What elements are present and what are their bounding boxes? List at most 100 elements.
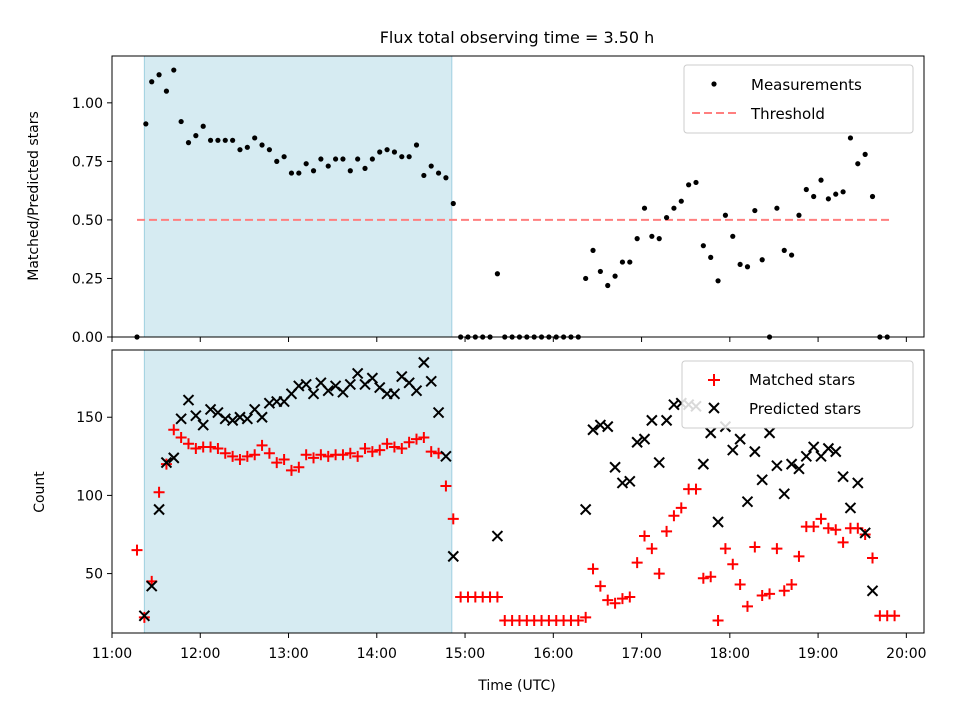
x-tick-label: 11:00 (92, 646, 132, 662)
measurement-point (862, 151, 868, 157)
y-tick-label: 0.25 (72, 271, 103, 287)
measurement-point (391, 149, 398, 155)
predicted-star-point (756, 474, 768, 486)
predicted-star-point (344, 378, 357, 391)
matched-star-point (661, 525, 673, 537)
matched-star-point (624, 591, 636, 603)
matched-star-point (175, 432, 187, 444)
x-tick-label: 15:00 (445, 646, 485, 662)
legend-measurements-label: Measurements (751, 76, 862, 94)
matched-star-point (705, 571, 717, 583)
predicted-star-point (800, 450, 813, 463)
matched-star-point (256, 439, 268, 451)
predicted-star-point (602, 420, 614, 433)
matched-star-point (867, 552, 879, 564)
measurement-point (840, 189, 846, 195)
predicted-star-point (388, 388, 401, 400)
bottom-shaded-span (143, 349, 453, 634)
measurement-point (855, 161, 861, 167)
predicted-star-point (741, 495, 754, 508)
matched-star-point (138, 611, 150, 623)
x-tick-label: 13:00 (268, 646, 308, 662)
predicted-star-point (609, 461, 621, 473)
measurement-point (406, 154, 412, 160)
measurement-point (310, 168, 317, 174)
measurement-point (450, 200, 456, 207)
matched-star-point (830, 524, 842, 536)
predicted-star-point (749, 445, 761, 458)
predicted-star-point (322, 384, 334, 397)
matched-star-point (734, 579, 746, 591)
predicted-star-point (822, 442, 835, 455)
top-y-axis-label: Matched/Predicted stars (26, 111, 42, 281)
matched-star-point (337, 449, 349, 461)
predicted-star-point (204, 403, 217, 416)
predicted-star-point (491, 530, 504, 542)
measurement-point (318, 156, 324, 162)
measurement-point (737, 261, 743, 268)
matched-star-point (889, 610, 901, 622)
measurement-point (722, 212, 729, 218)
measurement-point (325, 163, 331, 169)
measurement-point (443, 175, 449, 181)
predicted-star-point (646, 414, 658, 427)
measurement-point (811, 193, 817, 200)
measurement-point (789, 252, 795, 258)
measurement-point (649, 233, 655, 239)
y-tick-label: 0.00 (72, 330, 103, 346)
measurement-point (708, 254, 714, 260)
matched-star-point (837, 536, 849, 548)
measurement-point (700, 243, 706, 249)
matched-star-point (572, 614, 584, 626)
bottom-axes-frame (111, 349, 925, 634)
matched-star-point (602, 594, 614, 606)
measurement-point (200, 123, 206, 129)
measurement-point (678, 198, 684, 204)
predicted-star-point (447, 550, 459, 563)
matched-star-point (227, 450, 239, 462)
matched-star-point (616, 593, 628, 605)
matched-star-point (653, 568, 665, 580)
predicted-star-point (734, 433, 746, 445)
matched-star-point (727, 558, 739, 570)
measurement-point (185, 140, 192, 146)
y-tick-label: 0.75 (72, 154, 103, 170)
matched-star-point (241, 450, 253, 462)
measurement-point (605, 282, 611, 289)
measurement-point (627, 259, 633, 265)
matched-star-point (749, 541, 761, 553)
predicted-star-point (432, 406, 445, 419)
measurement-point (634, 236, 640, 242)
x-tick-label: 16:00 (533, 646, 573, 662)
measurement-point (288, 170, 295, 176)
matched-star-point (594, 580, 606, 592)
top-shaded-span (143, 55, 453, 338)
predicted-star-point (727, 444, 739, 456)
predicted-star-point (638, 433, 651, 445)
matched-star-point (418, 432, 430, 444)
predicted-star-point (175, 413, 187, 425)
predicted-star-point (160, 456, 173, 469)
bottom-y-axis-label: Count (32, 471, 48, 513)
measurement-point (369, 156, 375, 162)
chart-title: Flux total observing time = 3.50 h (380, 28, 655, 47)
measurement-point (612, 273, 618, 279)
measurement-point (252, 135, 258, 141)
x-tick-label: 12:00 (180, 646, 220, 662)
top-axes-frame (111, 55, 925, 338)
matched-star-point (308, 452, 320, 464)
predicted-star-point (785, 458, 798, 470)
matched-star-point (668, 510, 680, 522)
measurement-point (332, 156, 339, 162)
matched-star-point (293, 461, 305, 473)
x-tick-label: 17:00 (621, 646, 661, 662)
measurement-point (671, 205, 677, 211)
predicted-star-point (410, 384, 423, 397)
predicted-star-point (771, 459, 783, 472)
matched-star-point (639, 530, 651, 542)
y-tick-label: 1.00 (72, 96, 103, 112)
matched-star-point (315, 449, 327, 461)
matched-star-point (190, 443, 202, 455)
predicted-star-point (697, 458, 710, 470)
